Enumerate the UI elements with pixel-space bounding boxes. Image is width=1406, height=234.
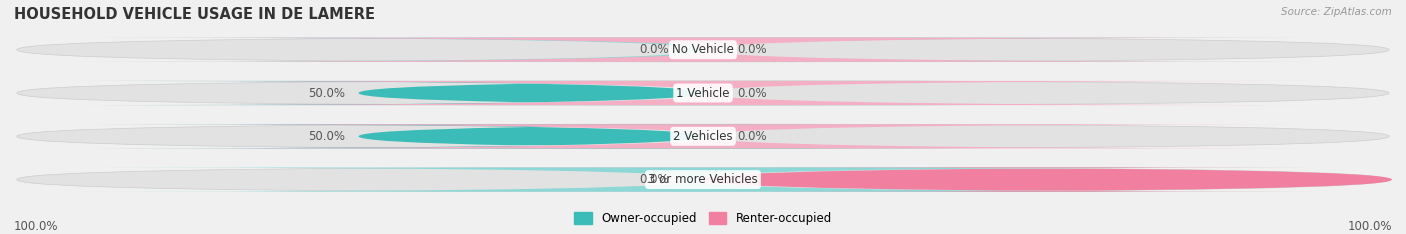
FancyBboxPatch shape — [17, 81, 1389, 105]
Text: 3 or more Vehicles: 3 or more Vehicles — [648, 173, 758, 186]
Text: 1 Vehicle: 1 Vehicle — [676, 87, 730, 99]
FancyBboxPatch shape — [83, 168, 1302, 192]
FancyBboxPatch shape — [104, 81, 1323, 105]
Text: 0.0%: 0.0% — [738, 43, 768, 56]
Text: No Vehicle: No Vehicle — [672, 43, 734, 56]
Text: 100.0%: 100.0% — [1347, 220, 1392, 233]
FancyBboxPatch shape — [17, 168, 1389, 192]
Text: 0.0%: 0.0% — [638, 173, 669, 186]
FancyBboxPatch shape — [104, 38, 1323, 62]
Text: 50.0%: 50.0% — [308, 130, 344, 143]
Text: 0.0%: 0.0% — [738, 87, 768, 99]
Text: 100.0%: 100.0% — [14, 220, 59, 233]
FancyBboxPatch shape — [83, 38, 1302, 62]
FancyBboxPatch shape — [17, 124, 1389, 148]
FancyBboxPatch shape — [83, 81, 979, 105]
Text: 0.0%: 0.0% — [738, 130, 768, 143]
Text: Source: ZipAtlas.com: Source: ZipAtlas.com — [1281, 7, 1392, 17]
Text: 0.0%: 0.0% — [638, 43, 669, 56]
FancyBboxPatch shape — [104, 124, 1323, 148]
Text: 2 Vehicles: 2 Vehicles — [673, 130, 733, 143]
Legend: Owner-occupied, Renter-occupied: Owner-occupied, Renter-occupied — [574, 212, 832, 225]
FancyBboxPatch shape — [17, 38, 1389, 62]
Text: 50.0%: 50.0% — [308, 87, 344, 99]
FancyBboxPatch shape — [83, 124, 979, 148]
FancyBboxPatch shape — [703, 168, 1392, 192]
Text: HOUSEHOLD VEHICLE USAGE IN DE LAMERE: HOUSEHOLD VEHICLE USAGE IN DE LAMERE — [14, 7, 375, 22]
